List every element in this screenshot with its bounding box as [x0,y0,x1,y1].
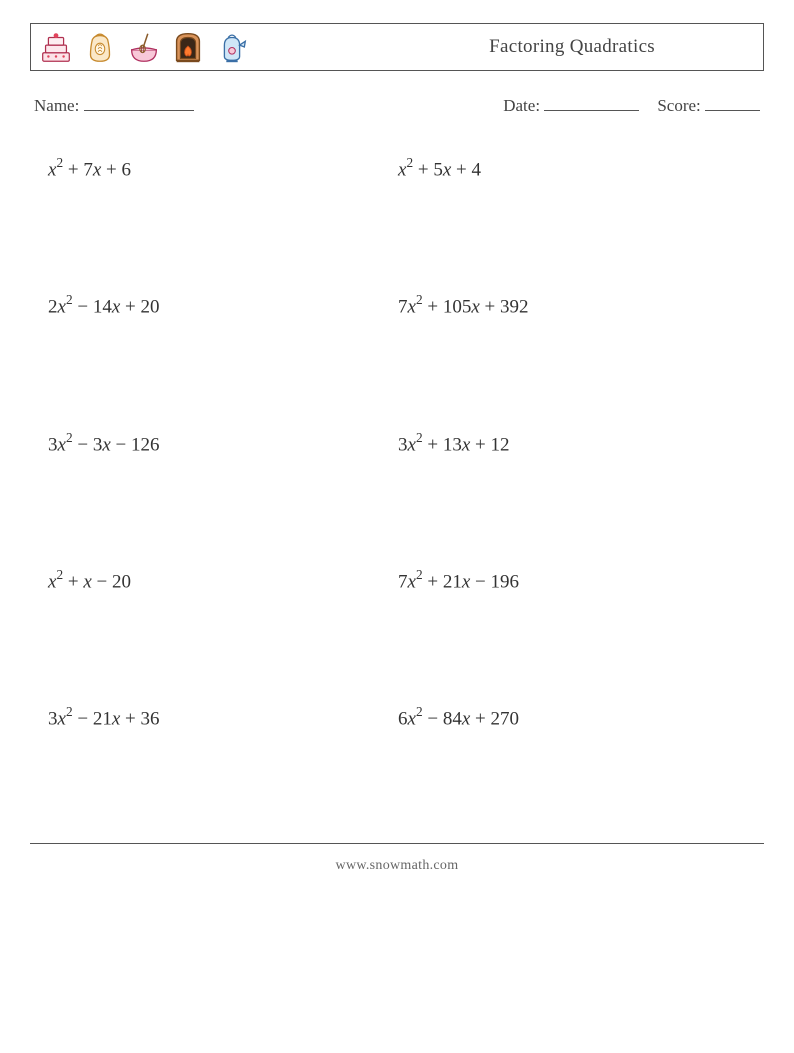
problem: 3x2 − 3x − 126 [48,431,398,456]
problem-row: x2 + x − 207x2 + 21x − 196 [48,568,764,593]
meta-score: Score: [657,95,760,116]
worksheet-page: Factoring Quadratics Name: Date: Score: … [0,0,794,1053]
problem: 2x2 − 14x + 20 [48,293,398,318]
problem-row: 3x2 − 3x − 1263x2 + 13x + 12 [48,431,764,456]
worksheet-title: Factoring Quadratics [489,36,755,58]
score-label: Score: [657,96,700,115]
problem: 7x2 + 21x − 196 [398,568,748,593]
problem: 3x2 − 21x + 36 [48,705,398,730]
problem: x2 + x − 20 [48,568,398,593]
problem-row: 3x2 − 21x + 366x2 − 84x + 270 [48,705,764,730]
problem: 3x2 + 13x + 12 [398,431,748,456]
header-box: Factoring Quadratics [30,23,764,71]
mixing-bowl-icon [125,28,163,66]
date-label: Date: [503,96,540,115]
flour-bag-icon [81,28,119,66]
meta-date: Date: [503,95,639,116]
name-blank[interactable] [84,95,194,111]
kettle-icon [213,28,251,66]
problem: 7x2 + 105x + 392 [398,293,748,318]
score-blank[interactable] [705,95,760,111]
header-icons [37,28,251,66]
meta-name: Name: [34,95,194,116]
footer-divider [30,843,764,844]
date-blank[interactable] [544,95,639,111]
problems-grid: x2 + 7x + 6x2 + 5x + 42x2 − 14x + 207x2 … [30,156,764,731]
problem: 6x2 − 84x + 270 [398,705,748,730]
problem-row: x2 + 7x + 6x2 + 5x + 4 [48,156,764,181]
cake-icon [37,28,75,66]
problem: x2 + 5x + 4 [398,156,748,181]
name-label: Name: [34,96,79,115]
problem-row: 2x2 − 14x + 207x2 + 105x + 392 [48,293,764,318]
problem: x2 + 7x + 6 [48,156,398,181]
footer-text: www.snowmath.com [30,858,764,874]
oven-icon [169,28,207,66]
meta-row: Name: Date: Score: [30,95,764,116]
